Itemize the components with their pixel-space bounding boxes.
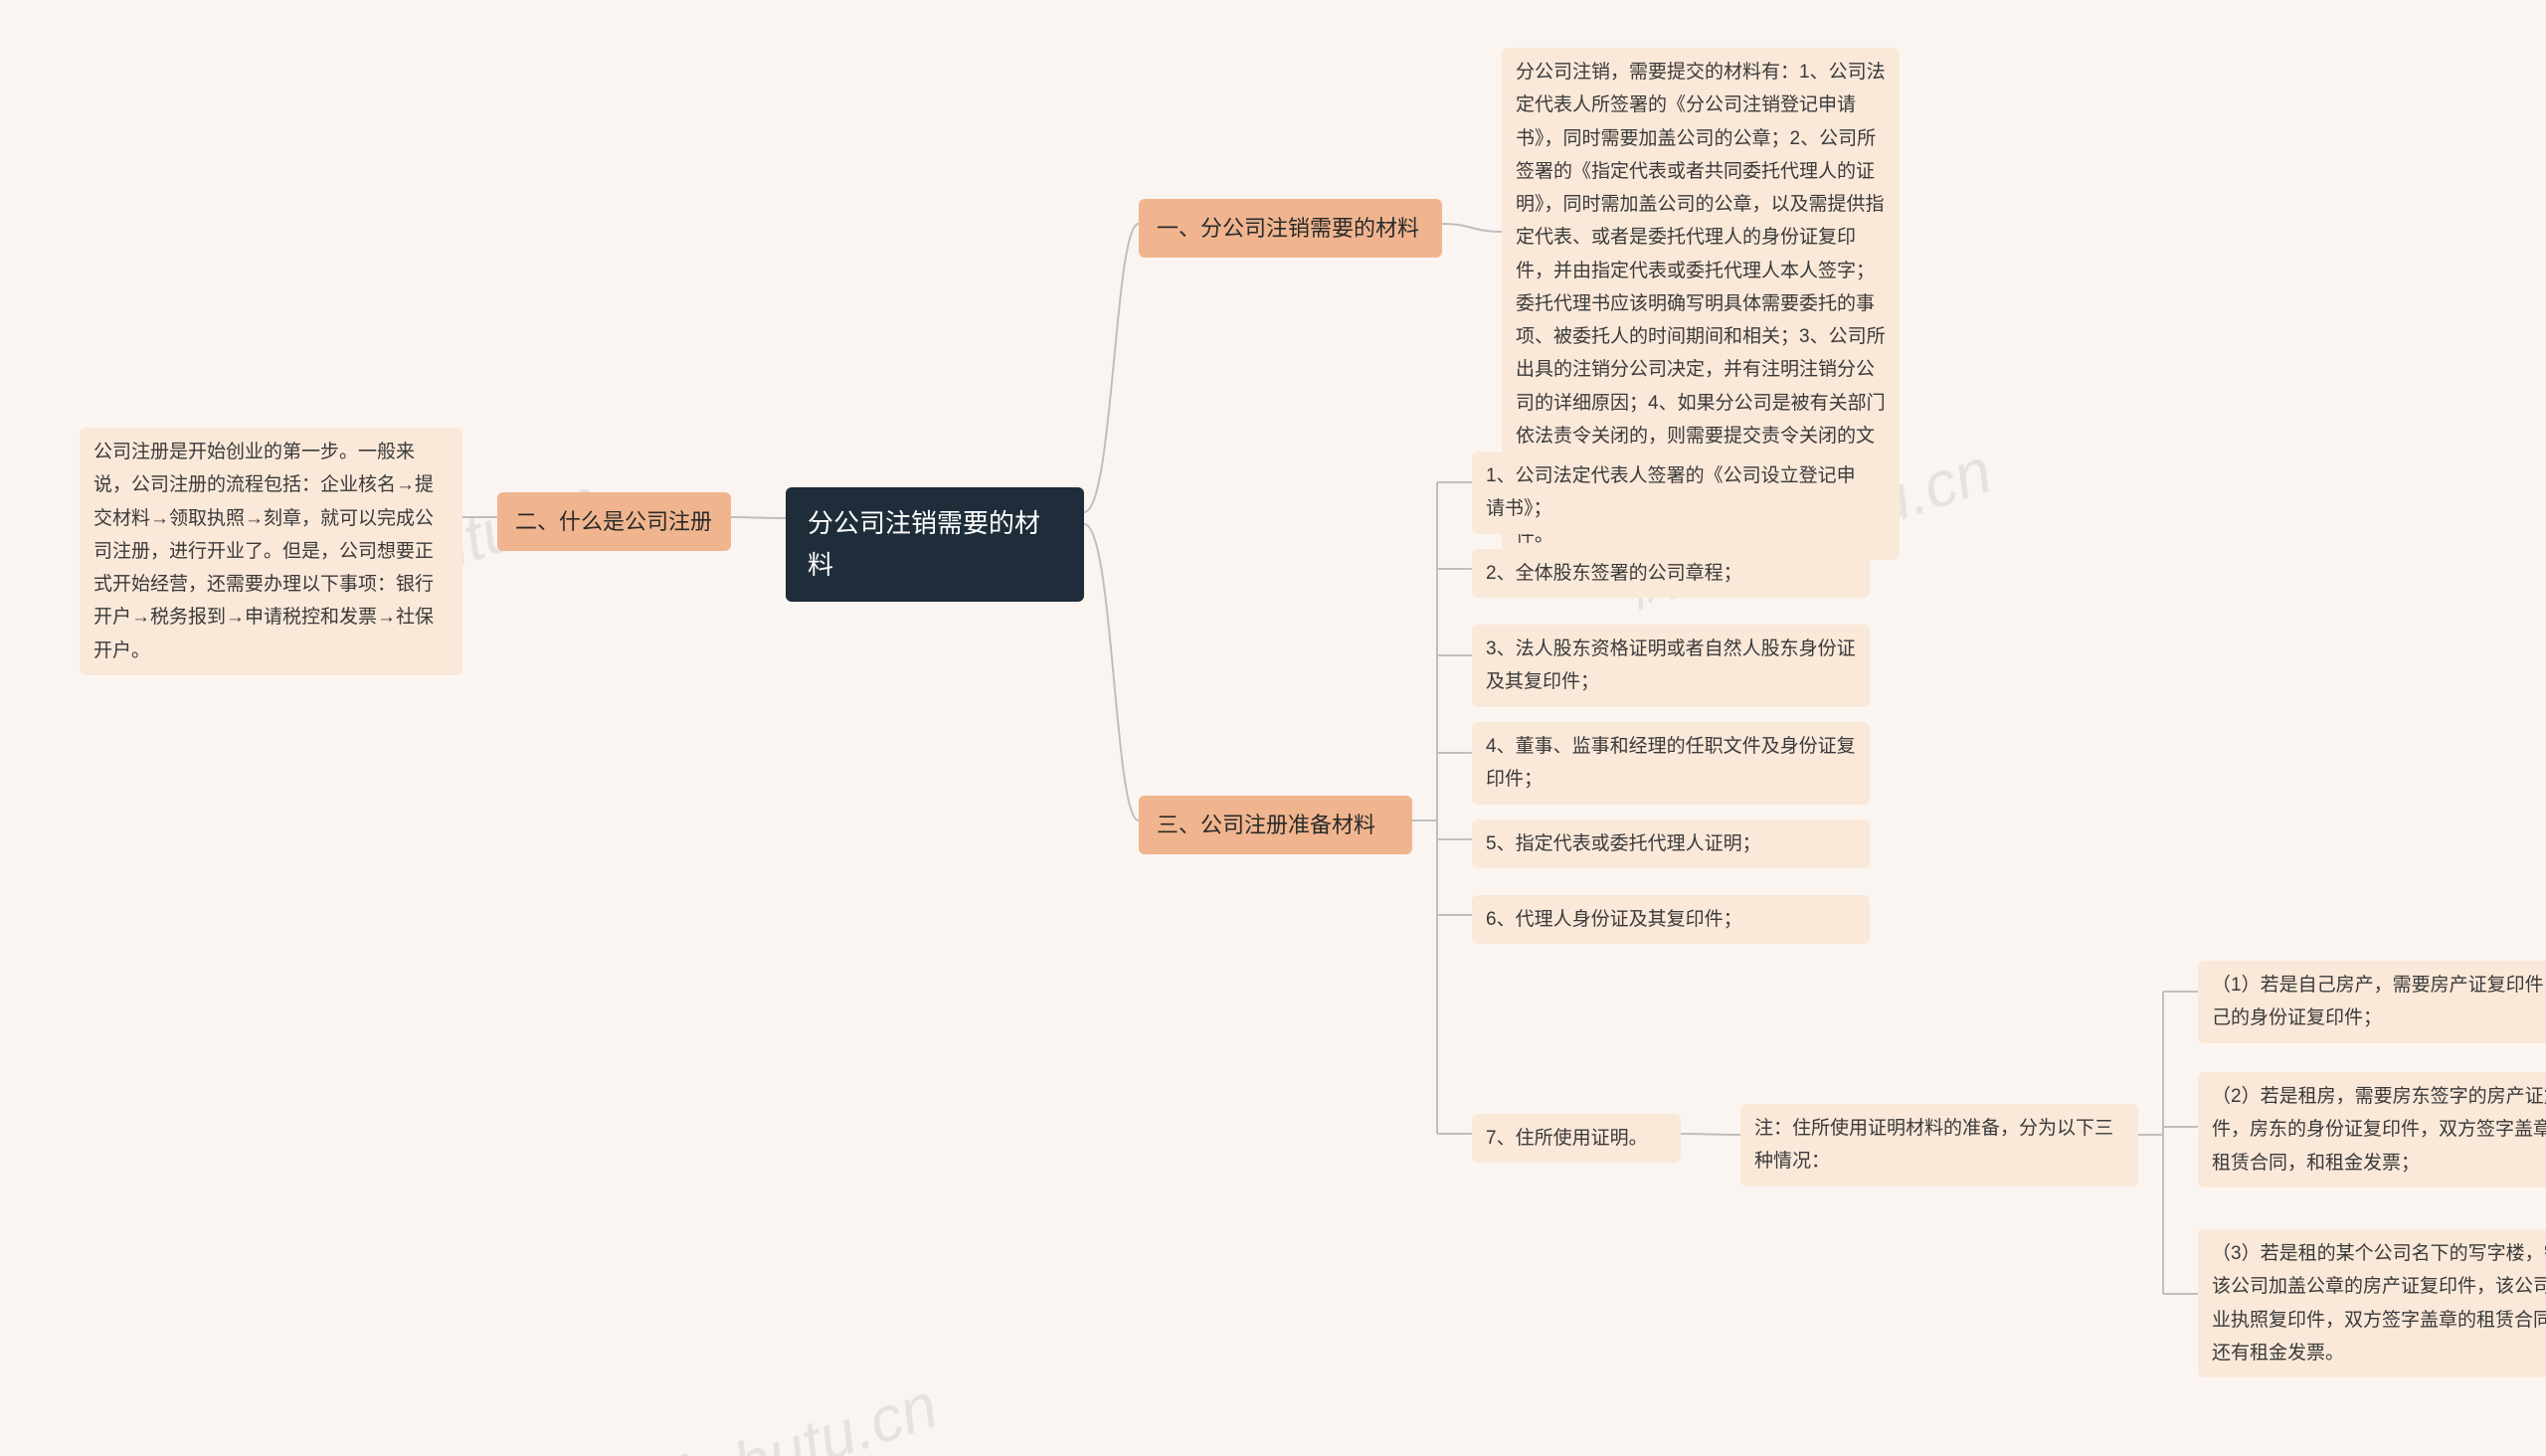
root-label: 分公司注销需要的材料 — [808, 508, 1040, 580]
branch-3-item-7-sub-1: （1）若是自己房产，需要房产证复印件，自己的身份证复印件； — [2198, 961, 2546, 1043]
branch-1: 一、分公司注销需要的材料 — [1139, 199, 1442, 258]
branch-3-item-7-sub-2: （2）若是租房，需要房东签字的房产证复印件，房东的身份证复印件，双方签字盖章的租… — [2198, 1072, 2546, 1187]
branch-3-item-2: 2、全体股东签署的公司章程； — [1472, 549, 1870, 598]
branch-3-item-2-text: 2、全体股东签署的公司章程； — [1486, 563, 1742, 584]
branch-3-item-6: 6、代理人身份证及其复印件； — [1472, 895, 1870, 944]
branch-3-item-7-sub-1-text: （1）若是自己房产，需要房产证复印件，自己的身份证复印件； — [2212, 975, 2546, 1028]
branch-2: 二、什么是公司注册 — [497, 492, 731, 551]
branch-3-item-3: 3、法人股东资格证明或者自然人股东身份证及其复印件； — [1472, 625, 1870, 707]
branch-3-item-6-text: 6、代理人身份证及其复印件； — [1486, 909, 1742, 930]
branch-2-label: 二、什么是公司注册 — [515, 509, 712, 534]
branch-3-item-7-sub-3: （3）若是租的某个公司名下的写字楼，需要该公司加盖公章的房产证复印件，该公司营业… — [2198, 1229, 2546, 1377]
branch-3-item-5-text: 5、指定代表或委托代理人证明； — [1486, 833, 1761, 854]
branch-3-item-3-text: 3、法人股东资格证明或者自然人股东身份证及其复印件； — [1486, 638, 1856, 692]
branch-3-item-4-text: 4、董事、监事和经理的任职文件及身份证复印件； — [1486, 736, 1856, 790]
branch-3-item-7-note: 注：住所使用证明材料的准备，分为以下三种情况： — [1740, 1104, 2138, 1186]
branch-3-item-7: 7、住所使用证明。 — [1472, 1114, 1681, 1163]
branch-1-label: 一、分公司注销需要的材料 — [1157, 216, 1419, 241]
branch-3-item-7-note-text: 注：住所使用证明材料的准备，分为以下三种情况： — [1754, 1118, 2113, 1172]
branch-3-item-1-text: 1、公司法定代表人签署的《公司设立登记申请书》； — [1486, 465, 1856, 519]
branch-3: 三、公司注册准备材料 — [1139, 796, 1412, 854]
root-node: 分公司注销需要的材料 — [786, 487, 1084, 602]
branch-3-item-1: 1、公司法定代表人签署的《公司设立登记申请书》； — [1472, 452, 1870, 534]
branch-3-label: 三、公司注册准备材料 — [1157, 813, 1375, 837]
branch-2-leaf-text: 公司注册是开始创业的第一步。一般来说，公司注册的流程包括：企业核名→提交材料→领… — [93, 442, 434, 661]
branch-2-leaf: 公司注册是开始创业的第一步。一般来说，公司注册的流程包括：企业核名→提交材料→领… — [80, 428, 462, 675]
branch-3-item-7-text: 7、住所使用证明。 — [1486, 1128, 1648, 1149]
watermark: 树图 shutu.cn — [552, 1355, 947, 1456]
branch-3-item-4: 4、董事、监事和经理的任职文件及身份证复印件； — [1472, 722, 1870, 805]
branch-3-item-7-sub-2-text: （2）若是租房，需要房东签字的房产证复印件，房东的身份证复印件，双方签字盖章的租… — [2212, 1086, 2546, 1174]
branch-3-item-5: 5、指定代表或委托代理人证明； — [1472, 819, 1870, 868]
branch-3-item-7-sub-3-text: （3）若是租的某个公司名下的写字楼，需要该公司加盖公章的房产证复印件，该公司营业… — [2212, 1243, 2546, 1364]
